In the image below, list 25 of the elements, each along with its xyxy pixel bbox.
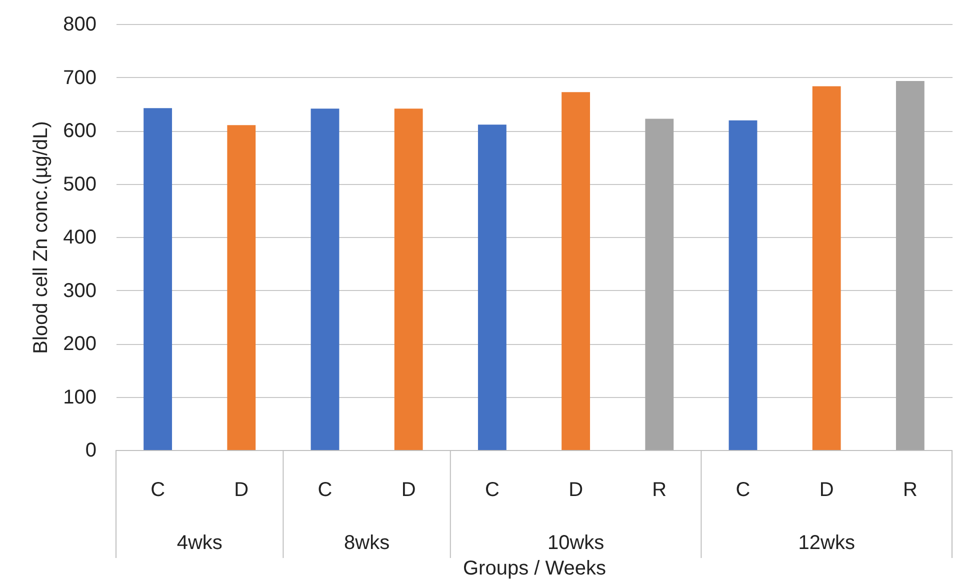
text: C [736, 479, 750, 501]
text: C [484, 479, 500, 501]
series-label: D [234, 479, 249, 501]
y-tick-label: 600 [63, 120, 96, 142]
series-label: C [150, 479, 166, 501]
y-tick-label: 100 [63, 386, 96, 408]
x-tick-label: 10wks [547, 532, 604, 554]
y-tick-label: 700 [63, 66, 96, 89]
text: C [318, 479, 332, 501]
y-tick-label: 200 [63, 333, 96, 355]
x-tick-label: 8wks [344, 532, 390, 554]
text: D [401, 479, 416, 501]
series-label: R [652, 479, 667, 501]
y-tick-label: 0 [85, 440, 96, 462]
x-tick-label: 12wks [798, 532, 855, 554]
text: R [902, 479, 918, 501]
text: D [568, 479, 584, 501]
y-tick-label: 400 [63, 226, 96, 248]
x-axis-title: Groups / Weeks [462, 558, 606, 580]
y-tick-label: 800 [63, 14, 96, 36]
y-tick-label: 300 [63, 280, 96, 302]
y-tick-label: 500 [63, 173, 96, 196]
y-axis-title: Blood cell Zn conc.(µg/dL) [30, 121, 52, 354]
x-tick-label: 4wks [176, 532, 222, 554]
text: D [819, 479, 834, 501]
